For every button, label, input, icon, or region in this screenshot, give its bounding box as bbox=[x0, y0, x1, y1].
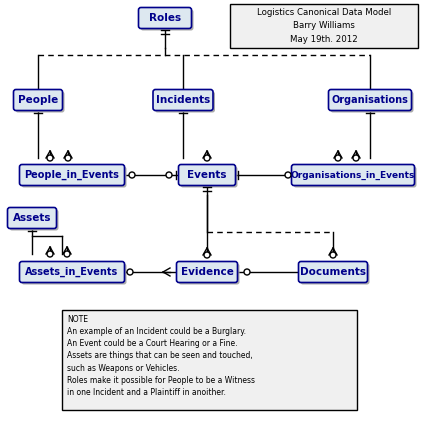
FancyBboxPatch shape bbox=[140, 9, 193, 31]
Circle shape bbox=[47, 155, 53, 161]
FancyBboxPatch shape bbox=[330, 92, 413, 112]
Circle shape bbox=[244, 269, 250, 275]
FancyBboxPatch shape bbox=[9, 210, 59, 230]
Text: People_in_Events: People_in_Events bbox=[25, 170, 120, 180]
FancyBboxPatch shape bbox=[62, 310, 357, 410]
Circle shape bbox=[285, 172, 291, 178]
Circle shape bbox=[127, 269, 133, 275]
Circle shape bbox=[204, 252, 210, 258]
FancyBboxPatch shape bbox=[153, 89, 213, 110]
Circle shape bbox=[47, 251, 53, 257]
FancyBboxPatch shape bbox=[230, 4, 418, 48]
Text: Organisations_in_Events: Organisations_in_Events bbox=[291, 170, 415, 180]
FancyBboxPatch shape bbox=[16, 92, 64, 112]
FancyBboxPatch shape bbox=[329, 89, 412, 110]
FancyBboxPatch shape bbox=[293, 167, 416, 187]
Circle shape bbox=[129, 172, 135, 178]
FancyBboxPatch shape bbox=[298, 262, 368, 282]
FancyBboxPatch shape bbox=[301, 264, 369, 285]
Circle shape bbox=[204, 155, 210, 161]
FancyBboxPatch shape bbox=[155, 92, 215, 112]
Text: Assets_in_Events: Assets_in_Events bbox=[25, 267, 119, 277]
FancyBboxPatch shape bbox=[179, 164, 235, 185]
Text: Events: Events bbox=[187, 170, 227, 180]
Text: Organisations: Organisations bbox=[332, 95, 408, 105]
Text: Evidence: Evidence bbox=[181, 267, 234, 277]
FancyBboxPatch shape bbox=[20, 164, 125, 185]
Circle shape bbox=[166, 172, 172, 178]
Circle shape bbox=[335, 155, 341, 161]
Text: Logistics Canonical Data Model
Barry Williams
May 19th. 2012: Logistics Canonical Data Model Barry Wil… bbox=[257, 8, 391, 44]
FancyBboxPatch shape bbox=[176, 262, 237, 282]
FancyBboxPatch shape bbox=[179, 264, 240, 285]
FancyBboxPatch shape bbox=[14, 89, 62, 110]
Circle shape bbox=[330, 252, 336, 258]
FancyBboxPatch shape bbox=[22, 264, 126, 285]
Text: Assets: Assets bbox=[13, 213, 51, 223]
Text: NOTE
An example of an Incident could be a Burglary.
An Event could be a Court He: NOTE An example of an Incident could be … bbox=[67, 315, 255, 397]
Text: Documents: Documents bbox=[300, 267, 366, 277]
FancyBboxPatch shape bbox=[20, 262, 125, 282]
Text: Roles: Roles bbox=[149, 13, 181, 23]
Text: People: People bbox=[18, 95, 58, 105]
FancyBboxPatch shape bbox=[8, 207, 56, 228]
Text: Incidents: Incidents bbox=[156, 95, 210, 105]
FancyBboxPatch shape bbox=[22, 167, 126, 187]
Circle shape bbox=[64, 251, 70, 257]
Circle shape bbox=[65, 155, 71, 161]
FancyBboxPatch shape bbox=[139, 8, 192, 29]
FancyBboxPatch shape bbox=[181, 167, 237, 187]
FancyBboxPatch shape bbox=[292, 164, 415, 185]
Circle shape bbox=[353, 155, 359, 161]
